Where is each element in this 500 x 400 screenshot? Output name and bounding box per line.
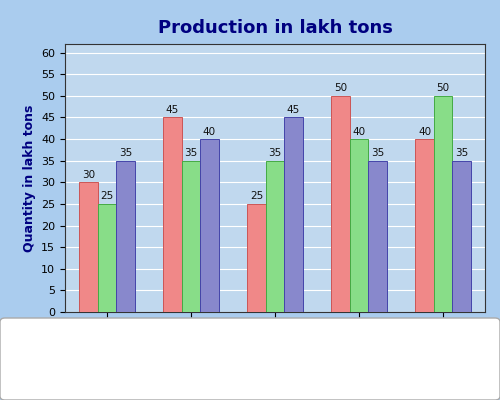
Text: 40: 40 (418, 126, 431, 136)
Text: 35: 35 (455, 148, 468, 158)
Bar (284, 118, 302, 312)
Bar (452, 161, 470, 312)
Bar (266, 161, 284, 312)
Text: 25: 25 (100, 191, 114, 201)
Y-axis label: Quantity in lakh tons: Quantity in lakh tons (22, 104, 36, 252)
Bar (116, 161, 134, 312)
Text: 40: 40 (352, 126, 366, 136)
Text: 35: 35 (119, 148, 132, 158)
Bar (98, 204, 116, 312)
Text: 35: 35 (371, 148, 384, 158)
Bar (80, 182, 98, 312)
Text: 45: 45 (166, 105, 179, 115)
Bar (434, 96, 452, 312)
Bar (416, 139, 434, 312)
Text: 25: 25 (250, 191, 263, 201)
Bar (350, 139, 368, 312)
Text: 30: 30 (82, 170, 95, 180)
Bar (164, 118, 182, 312)
Text: 35: 35 (268, 148, 281, 158)
Legend: X, Y, Z: X, Y, Z (63, 384, 224, 400)
Title: Production in lakh tons: Production in lakh tons (158, 19, 392, 37)
Bar (248, 204, 266, 312)
Bar (200, 139, 218, 312)
Text: 40: 40 (203, 126, 216, 136)
Bar (368, 161, 386, 312)
Text: 35: 35 (184, 148, 198, 158)
Bar (182, 161, 200, 312)
X-axis label: Years: Years (256, 337, 294, 350)
Bar (332, 96, 350, 312)
Text: 50: 50 (436, 83, 450, 93)
Text: 45: 45 (287, 105, 300, 115)
Text: 50: 50 (334, 83, 347, 93)
